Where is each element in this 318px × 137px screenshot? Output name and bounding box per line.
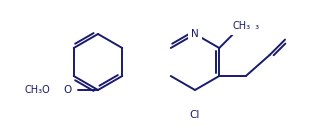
Text: Cl: Cl (190, 110, 200, 120)
Text: N: N (191, 29, 199, 39)
Text: N: N (191, 29, 199, 39)
Text: CH₃: CH₃ (232, 21, 250, 31)
Text: CH₃O: CH₃O (24, 85, 50, 95)
Text: O: O (64, 85, 72, 95)
Text: CH₃: CH₃ (241, 21, 259, 31)
Text: Cl: Cl (190, 115, 200, 125)
Text: O: O (64, 85, 72, 95)
